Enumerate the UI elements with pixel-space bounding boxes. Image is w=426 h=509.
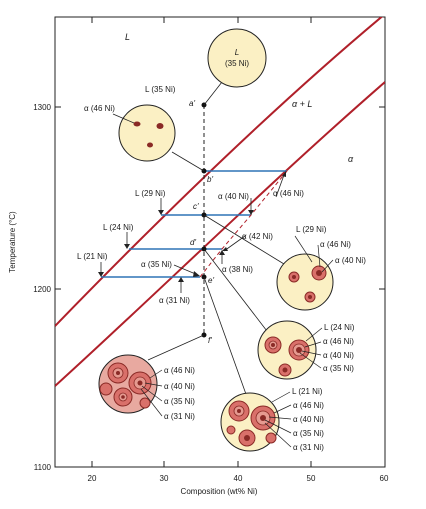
c3-label-alpha-35: α (35 Ni) [293, 429, 324, 438]
label-liquid-35: L (35 Ni) [145, 85, 176, 94]
label-alpha-46-right: α (46 Ni) [273, 189, 304, 198]
microstructure-b [112, 104, 176, 162]
c3-label-alpha-40: α (40 Ni) [293, 415, 324, 424]
label-alpha-35-mid: α (35 Ni) [141, 260, 172, 269]
region-label-liquid: L [125, 32, 130, 42]
c2-label-alpha-46: α (46 Ni) [323, 337, 354, 346]
y-tick-label: 1200 [33, 285, 51, 294]
alpha-composition-dashed-path [199, 170, 288, 278]
label-alpha-46-top: α (46 Ni) [84, 104, 115, 113]
c3-label-alpha-31: α (31 Ni) [293, 443, 324, 452]
y-tick-label: 1100 [34, 463, 52, 472]
point-label-c: c' [193, 202, 199, 211]
x-ticks [91, 17, 312, 467]
point-label-d: d' [190, 238, 196, 247]
point-label-b: b' [207, 175, 213, 184]
c4-label-alpha-46: α (46 Ni) [164, 366, 195, 375]
label-liquid-21: L (21 Ni) [77, 252, 108, 261]
point-label-a: a' [189, 99, 195, 108]
microstructure-e [220, 392, 280, 452]
microstructure-liquid: L (35 Ni) [207, 28, 267, 88]
x-tick-label: 40 [234, 474, 243, 483]
label-liquid-29: L (29 Ni) [135, 189, 166, 198]
liquidus-curve [55, 17, 383, 327]
c2-label-liquid-24: L (24 Ni) [324, 323, 355, 332]
x-tick-label: 50 [307, 474, 316, 483]
y-axis-title: Temperature (°C) [8, 211, 17, 273]
solidus-curve [55, 81, 385, 387]
x-tick-label: 30 [160, 474, 169, 483]
c4-label-alpha-31: α (31 Ni) [164, 412, 195, 421]
c2-label-alpha-40: α (40 Ni) [323, 351, 354, 360]
c4-label-alpha-40: α (40 Ni) [164, 382, 195, 391]
bubble-liquid-composition: (35 Ni) [225, 59, 249, 68]
grain-leaders [140, 235, 334, 448]
label-alpha-31-mid: α (31 Ni) [159, 296, 190, 305]
x-tick-label: 60 [380, 474, 389, 483]
plot-frame [54, 16, 386, 468]
label-liquid-24: L (24 Ni) [103, 223, 134, 232]
x-axis-title: Composition (wt% Ni) [181, 487, 258, 496]
c1-label-alpha-46: α (46 Ni) [320, 240, 351, 249]
label-alpha-40: α (40 Ni) [218, 192, 249, 201]
x-tick-label: 20 [88, 474, 97, 483]
c2-label-alpha-35: α (35 Ni) [323, 364, 354, 373]
point-label-e: e' [208, 276, 214, 285]
y-tick-label: 1300 [33, 103, 51, 112]
c3-label-liquid-21: L (21 Ni) [292, 387, 323, 396]
y-ticks [55, 106, 385, 290]
label-alpha-42: α (42 Ni) [242, 232, 273, 241]
c1-label-alpha-40: α (40 Ni) [335, 256, 366, 265]
microstructure-d [257, 320, 317, 380]
c1-label-liquid-29: L (29 Ni) [296, 225, 327, 234]
label-alpha-38: α (38 Ni) [222, 265, 253, 274]
c3-label-alpha-46: α (46 Ni) [293, 401, 324, 410]
region-label-alpha: α [348, 154, 354, 164]
arrow-heads [98, 171, 286, 282]
point-label-f: f' [208, 336, 212, 345]
leader-lines [147, 81, 285, 398]
microstructure-f [98, 354, 158, 414]
c4-label-alpha-35: α (35 Ni) [164, 397, 195, 406]
microstructure-c [276, 253, 334, 311]
region-label-two-phase: α + L [292, 99, 312, 109]
bubble-liquid-label: L [235, 48, 239, 57]
